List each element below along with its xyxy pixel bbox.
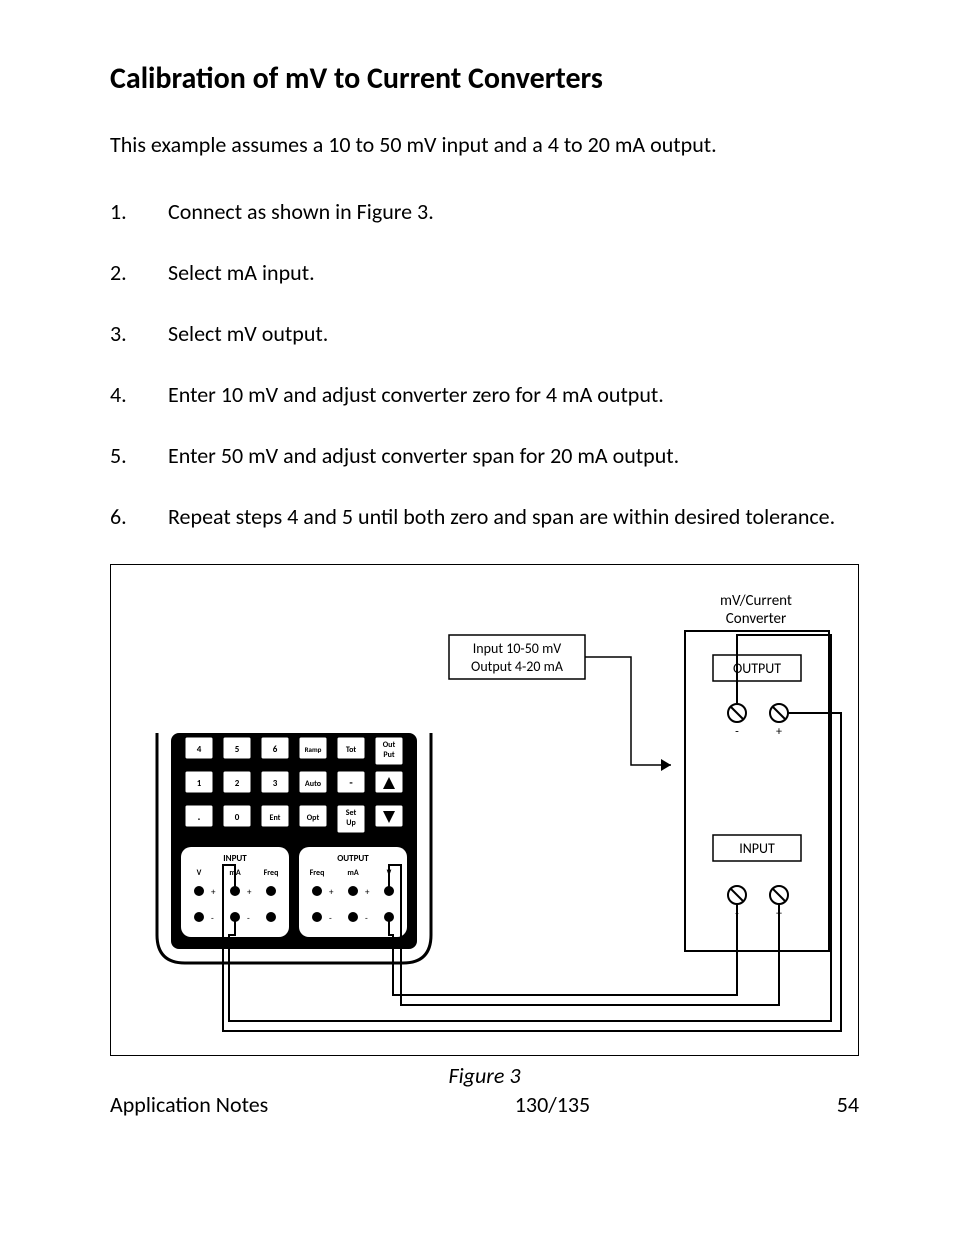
svg-text:Tot: Tot bbox=[346, 745, 357, 755]
svg-text:OUTPUT: OUTPUT bbox=[337, 853, 369, 864]
step-item: Select mV output. bbox=[110, 320, 859, 347]
step-item: Select mA input. bbox=[110, 259, 859, 286]
figure-3-box: mV/Current Converter OUTPUT - + INPUT - bbox=[110, 564, 859, 1056]
svg-text:.: . bbox=[198, 810, 201, 823]
converter-box: mV/Current Converter OUTPUT - + INPUT - bbox=[685, 592, 829, 951]
svg-text:-: - bbox=[365, 913, 368, 924]
svg-text:4: 4 bbox=[197, 744, 202, 755]
converter-output-label: OUTPUT bbox=[733, 660, 781, 677]
svg-text:+: + bbox=[776, 725, 782, 739]
svg-text:Auto: Auto bbox=[305, 779, 322, 789]
svg-text:Out: Out bbox=[383, 740, 396, 750]
steps-list: Connect as shown in Figure 3. Select mA … bbox=[110, 198, 859, 530]
svg-text:+: + bbox=[365, 887, 370, 898]
intro-text: This example assumes a 10 to 50 mV input… bbox=[110, 131, 859, 158]
spec-box: Input 10-50 mV Output 4-20 mA bbox=[449, 635, 671, 771]
svg-text:Input 10-50 mV: Input 10-50 mV bbox=[473, 640, 561, 657]
svg-text:-: - bbox=[735, 725, 739, 739]
step-item: Enter 50 mV and adjust converter span fo… bbox=[110, 442, 859, 469]
svg-text:mA: mA bbox=[347, 868, 359, 878]
figure-3-diagram: mV/Current Converter OUTPUT - + INPUT - bbox=[111, 565, 858, 1055]
svg-text:V: V bbox=[197, 868, 202, 878]
svg-text:Freq: Freq bbox=[264, 868, 279, 878]
svg-text:5: 5 bbox=[235, 744, 240, 755]
svg-text:INPUT: INPUT bbox=[223, 853, 247, 864]
svg-text:6: 6 bbox=[273, 744, 278, 755]
svg-text:-: - bbox=[247, 913, 250, 924]
footer-center: 130/135 bbox=[268, 1091, 836, 1118]
svg-text:Set: Set bbox=[346, 808, 357, 818]
svg-text:-: - bbox=[211, 913, 214, 924]
page-footer: Application Notes 130/135 54 bbox=[110, 1091, 859, 1118]
svg-text:Up: Up bbox=[346, 818, 356, 828]
step-item: Enter 10 mV and adjust converter zero fo… bbox=[110, 381, 859, 408]
svg-text:+: + bbox=[247, 887, 252, 898]
svg-text:Freq: Freq bbox=[310, 868, 325, 878]
converter-label-2: Converter bbox=[726, 610, 786, 628]
svg-text:Put: Put bbox=[383, 750, 395, 760]
svg-text:Ent: Ent bbox=[270, 813, 281, 823]
svg-text:Opt: Opt bbox=[307, 813, 320, 823]
svg-text:2: 2 bbox=[235, 778, 240, 789]
page-title: Calibration of mV to Current Converters bbox=[110, 60, 859, 97]
svg-text:+: + bbox=[329, 887, 334, 898]
converter-label-1: mV/Current bbox=[720, 592, 792, 610]
footer-left: Application Notes bbox=[110, 1091, 268, 1118]
footer-right: 54 bbox=[837, 1091, 859, 1118]
svg-text:Output 4-20 mA: Output 4-20 mA bbox=[471, 658, 564, 675]
svg-text:0: 0 bbox=[235, 812, 240, 823]
svg-text:3: 3 bbox=[273, 778, 278, 789]
converter-input-label: INPUT bbox=[739, 840, 775, 857]
svg-text:+: + bbox=[211, 887, 216, 898]
figure-caption: Figure 3 bbox=[110, 1062, 859, 1089]
step-item: Connect as shown in Figure 3. bbox=[110, 198, 859, 225]
svg-text:Ramp: Ramp bbox=[305, 745, 322, 754]
step-item: Repeat steps 4 and 5 until both zero and… bbox=[110, 503, 859, 530]
svg-text:-: - bbox=[329, 913, 332, 924]
svg-text:1: 1 bbox=[197, 778, 202, 789]
